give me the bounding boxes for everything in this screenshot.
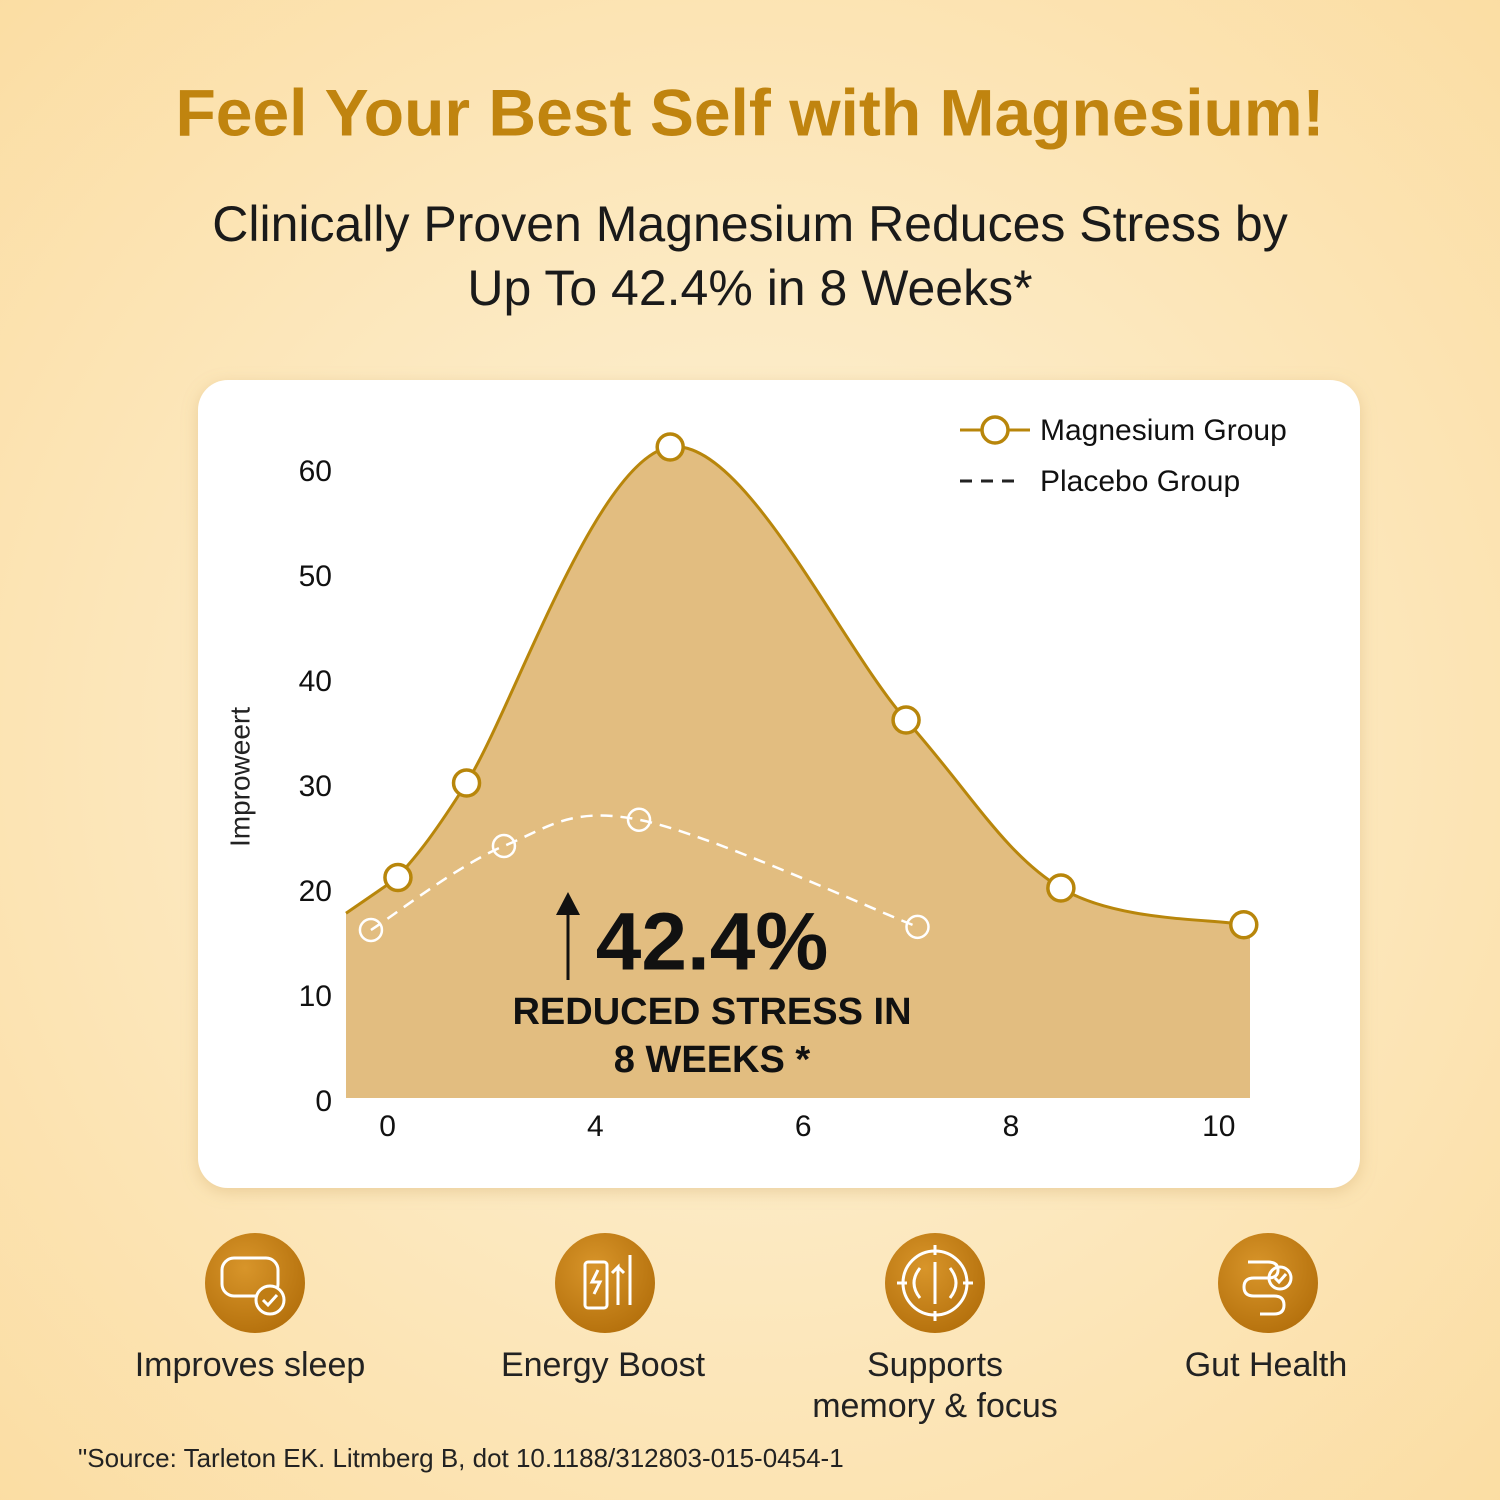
y-tick-label: 10 <box>299 980 332 1013</box>
features: Improves sleep Energy Boost Supportsmemory… <box>135 1233 1348 1425</box>
point <box>626 807 652 832</box>
point <box>1229 910 1259 940</box>
title: Feel Your Best Self with Magnesium! <box>175 75 1324 149</box>
feature-label: Gut Health <box>1185 1346 1348 1384</box>
legend-marker <box>980 415 1010 445</box>
annotation-text: 8 WEEKS * <box>614 1039 811 1081</box>
y-axis-label: Improweert <box>224 707 255 847</box>
source-note: "Source: Tarleton EK. Litmberg B, dot 10… <box>78 1443 844 1473</box>
arrow-head <box>556 892 580 915</box>
sleep-icon <box>205 1233 305 1333</box>
area <box>346 446 1250 1099</box>
point <box>891 705 921 735</box>
subtitle: Up To 42.4% in 8 Weeks* <box>467 260 1032 316</box>
feature-label: Energy Boost <box>501 1346 706 1384</box>
point <box>905 914 930 940</box>
feature-label: memory & focus <box>812 1387 1058 1425</box>
gut-icon <box>1218 1233 1318 1333</box>
legend-label: Magnesium Group <box>1040 414 1287 447</box>
point <box>1046 873 1076 903</box>
brain-icon <box>885 1233 985 1333</box>
annotation-text: REDUCED STRESS IN <box>512 991 911 1033</box>
x-tick-label: 6 <box>795 1110 812 1143</box>
chart: 0 10 20 30 40 50 60 0 4 6 8 10 Improweert Magnesium G… <box>224 414 1286 1143</box>
point <box>383 862 413 893</box>
y-tick-label: 50 <box>299 560 332 593</box>
y-tick-label: 40 <box>299 665 332 698</box>
feature-label: Improves sleep <box>135 1346 366 1384</box>
y-tick-label: 0 <box>315 1085 332 1118</box>
annotation-value: 42.4% <box>596 897 829 988</box>
point <box>358 917 384 943</box>
x-tick-label: 0 <box>379 1110 396 1143</box>
x-tick-label: 4 <box>587 1110 604 1143</box>
y-tick-label: 30 <box>299 770 332 803</box>
legend-label: Placebo Group <box>1040 465 1240 498</box>
x-tick-label: 10 <box>1202 1110 1235 1143</box>
subtitle: Clinically Proven Magnesium Reduces Stre… <box>212 196 1287 252</box>
feature-label: Supports <box>867 1346 1003 1384</box>
series-line <box>370 814 918 932</box>
x-tick-label: 8 <box>1003 1110 1020 1143</box>
point <box>451 768 482 798</box>
point <box>491 833 517 859</box>
y-tick-label: 20 <box>299 875 332 908</box>
point <box>655 432 685 462</box>
energy-icon <box>555 1233 655 1333</box>
y-tick-label: 60 <box>299 455 332 488</box>
